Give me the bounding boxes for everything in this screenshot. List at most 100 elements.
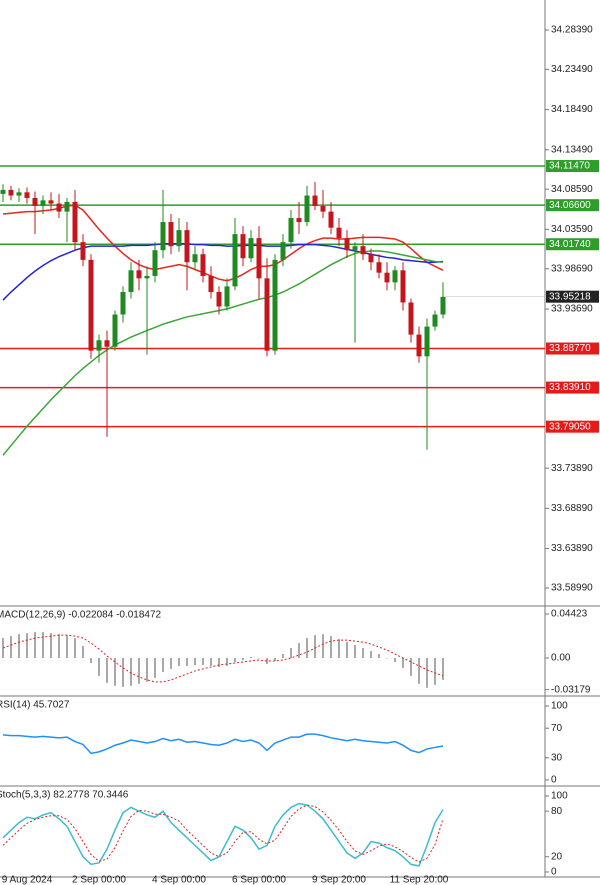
y-tick-label: 100 (551, 791, 568, 802)
y-tick-label: 33.58990 (551, 583, 593, 594)
macd-bar (418, 657, 420, 684)
macd-bar (114, 657, 116, 686)
y-tick-label: 33.63890 (551, 543, 593, 554)
x-tick-label: 4 Sep 00:00 (152, 875, 206, 885)
macd-bar (74, 638, 76, 658)
macd-bar (130, 657, 132, 686)
y-tick-label: 0.04423 (551, 609, 588, 620)
y-tick-label: 34.23490 (551, 64, 593, 75)
candle-body (288, 218, 294, 243)
y-tick-label: 34.28390 (551, 25, 593, 36)
macd-bar (370, 651, 372, 658)
candle-body (408, 302, 414, 335)
macd-bar (426, 657, 428, 688)
macd-bar (234, 657, 236, 662)
level-label: 34.11470 (549, 161, 590, 172)
candle-body (152, 250, 158, 276)
indicator-title: RSI(14) 45.7027 (0, 700, 70, 711)
macd-bar (202, 657, 204, 665)
macd-bar (10, 636, 12, 658)
macd-bar (226, 657, 228, 666)
candle-body (48, 200, 54, 204)
level-label: 33.88770 (549, 343, 591, 354)
level-label: 34.01740 (549, 239, 591, 250)
level-label-box (546, 160, 599, 173)
macd-bar (314, 635, 316, 658)
candle-body (232, 234, 238, 287)
indicator-line (2, 802, 444, 867)
macd-bar (18, 634, 20, 658)
candle-body (328, 211, 334, 228)
level-label: 33.83910 (549, 382, 591, 393)
macd-bar (402, 657, 404, 668)
y-tick-label: 33.98690 (551, 263, 593, 274)
candle-body (168, 222, 174, 247)
candle-body (368, 254, 374, 263)
candle-body (424, 326, 430, 357)
y-tick-label: 33.93690 (551, 304, 593, 315)
candle-body (120, 292, 126, 315)
candle-body (440, 296, 446, 315)
y-tick-label: 100 (551, 701, 568, 712)
macd-bar (34, 632, 36, 658)
indicator-line (2, 733, 444, 755)
macd-bar (178, 657, 180, 666)
last-price-box (546, 290, 599, 303)
candle-body (184, 230, 190, 263)
candle-body (64, 201, 70, 212)
candle-body (264, 278, 270, 351)
candle-body (144, 275, 150, 279)
macd-bar (362, 648, 364, 658)
macd-bar (258, 657, 260, 659)
macd-bar (250, 657, 252, 658)
candle-body (240, 234, 246, 259)
candle-body (312, 195, 318, 206)
candle-body (72, 201, 78, 243)
last-price-label: 33.95218 (549, 291, 591, 302)
y-tick-label: 20 (551, 851, 563, 862)
x-tick-label: 11 Sep 20:00 (390, 875, 449, 885)
y-tick-label: 34.13490 (551, 144, 593, 155)
candle-body (384, 272, 390, 283)
candle-body (216, 292, 222, 307)
level-label-box (546, 199, 599, 212)
candle-body (40, 200, 46, 206)
macd-bar (58, 634, 60, 658)
y-tick-label: 33.73890 (551, 463, 593, 474)
candle-body (0, 189, 6, 194)
candle-body (320, 205, 326, 212)
macd-bar (386, 657, 388, 659)
level-label: 33.79050 (549, 421, 591, 432)
level-label: 34.06600 (549, 200, 591, 211)
indicator-line (2, 804, 444, 863)
macd-bar (210, 657, 212, 666)
macd-bar (442, 657, 444, 680)
macd-bar (122, 657, 124, 687)
candle-body (8, 189, 14, 196)
y-tick-label: 0 (551, 775, 557, 786)
level-label-box (546, 420, 599, 433)
candle-body (376, 262, 382, 273)
candle-body (192, 254, 198, 263)
y-tick-label: 34.08590 (551, 184, 593, 195)
macd-bar (162, 657, 164, 672)
moving-average (2, 243, 444, 301)
macd-bar (410, 657, 412, 676)
x-tick-label: 9 Sep 20:00 (312, 875, 366, 885)
macd-bar (186, 657, 188, 666)
macd-bar (378, 654, 380, 658)
macd-bar (434, 657, 436, 685)
candle-body (80, 242, 86, 260)
macd-bar (146, 657, 148, 682)
macd-bar (394, 657, 396, 662)
y-tick-label: 0.00 (551, 653, 571, 664)
macd-bar (218, 657, 220, 667)
candle-body (160, 222, 166, 251)
macd-bar (330, 636, 332, 658)
macd-bar (106, 657, 108, 683)
macd-bar (306, 638, 308, 658)
macd-bar (154, 657, 156, 678)
candle-body (112, 314, 118, 347)
macd-bar (194, 657, 196, 665)
